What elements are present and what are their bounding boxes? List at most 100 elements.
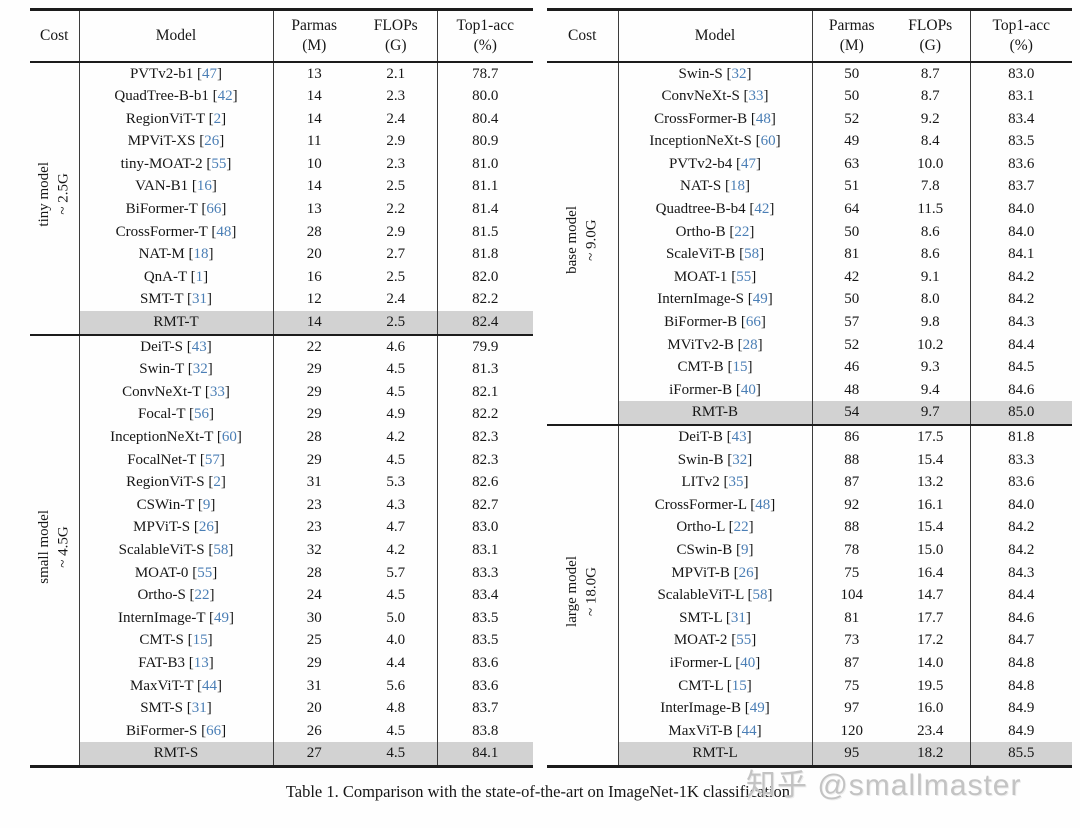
citation-number[interactable]: 18 (729, 178, 745, 195)
citation-number[interactable]: 49 (752, 291, 768, 308)
citation-link[interactable]: [32] (183, 361, 213, 378)
citation-link[interactable]: [9] (194, 496, 216, 513)
citation-link[interactable]: [49] (741, 700, 770, 717)
citation-link[interactable]: [28] (733, 336, 763, 353)
citation-link[interactable]: [58] (204, 541, 234, 558)
citation-number[interactable]: 15 (732, 359, 748, 376)
citation-number[interactable]: 9 (202, 496, 211, 513)
citation-link[interactable]: [22] (724, 519, 754, 536)
citation-number[interactable]: 58 (752, 587, 768, 604)
citation-link[interactable]: [66] (197, 201, 227, 218)
citation-number[interactable]: 48 (216, 223, 232, 240)
citation-number[interactable]: 56 (193, 406, 209, 423)
citation-number[interactable]: 32 (732, 451, 748, 468)
citation-number[interactable]: 31 (191, 700, 207, 717)
citation-number[interactable]: 15 (192, 632, 208, 649)
citation-link[interactable]: [44] (193, 677, 223, 694)
citation-number[interactable]: 66 (206, 201, 222, 218)
citation-link[interactable]: [49] (743, 291, 773, 308)
citation-number[interactable]: 55 (736, 632, 752, 649)
citation-link[interactable]: [15] (723, 359, 753, 376)
citation-link[interactable]: [55] (188, 564, 218, 581)
citation-number[interactable]: 40 (740, 654, 756, 671)
citation-link[interactable]: [31] (183, 700, 212, 717)
citation-number[interactable]: 33 (748, 88, 764, 105)
citation-number[interactable]: 55 (736, 268, 752, 285)
citation-link[interactable]: [33] (739, 88, 769, 105)
citation-link[interactable]: [40] (731, 654, 761, 671)
citation-link[interactable]: [47] (193, 65, 223, 82)
citation-link[interactable]: [15] (722, 677, 752, 694)
citation-number[interactable]: 28 (742, 336, 758, 353)
citation-number[interactable]: 22 (734, 223, 750, 240)
citation-number[interactable]: 2 (213, 110, 222, 127)
citation-number[interactable]: 13 (193, 654, 209, 671)
citation-number[interactable]: 47 (202, 65, 218, 82)
citation-number[interactable]: 35 (728, 474, 744, 491)
citation-link[interactable]: [2] (204, 110, 227, 127)
citation-link[interactable]: [15] (183, 632, 213, 649)
citation-link[interactable]: [18] (721, 178, 750, 195)
citation-number[interactable]: 44 (202, 677, 218, 694)
citation-number[interactable]: 42 (217, 88, 233, 105)
citation-link[interactable]: [16] (188, 178, 217, 195)
citation-number[interactable]: 48 (755, 110, 771, 127)
citation-link[interactable]: [58] (735, 246, 765, 263)
citation-link[interactable]: [43] (722, 429, 752, 445)
citation-link[interactable]: [60] (213, 429, 242, 445)
citation-link[interactable]: [44] (732, 722, 762, 739)
citation-link[interactable]: [66] (737, 314, 766, 331)
citation-link[interactable]: [33] (201, 383, 230, 400)
citation-number[interactable]: 32 (731, 65, 747, 82)
citation-link[interactable]: [49] (205, 609, 234, 626)
citation-link[interactable]: [22] (185, 587, 215, 604)
citation-link[interactable]: [2] (204, 474, 226, 491)
citation-link[interactable]: [26] (729, 564, 759, 581)
citation-link[interactable]: [42] (208, 88, 238, 105)
citation-link[interactable]: [13] (184, 654, 214, 671)
citation-link[interactable]: [9] (732, 541, 754, 558)
citation-link[interactable]: [66] (197, 722, 227, 739)
citation-number[interactable]: 15 (731, 677, 747, 694)
citation-number[interactable]: 58 (744, 246, 760, 263)
citation-link[interactable]: [18] (184, 246, 214, 263)
citation-number[interactable]: 60 (221, 429, 237, 445)
citation-link[interactable]: [42] (745, 201, 775, 218)
citation-link[interactable]: [58] (743, 587, 773, 604)
citation-number[interactable]: 42 (754, 201, 770, 218)
citation-link[interactable]: [48] (747, 110, 776, 127)
citation-number[interactable]: 1 (195, 268, 204, 285)
citation-link[interactable]: [31] (722, 609, 751, 626)
citation-number[interactable]: 2 (213, 474, 221, 491)
citation-link[interactable]: [1] (186, 268, 209, 285)
citation-number[interactable]: 66 (206, 722, 222, 739)
citation-link[interactable]: [43] (183, 338, 212, 355)
citation-number[interactable]: 22 (733, 519, 749, 536)
citation-link[interactable]: [60] (751, 133, 781, 150)
citation-link[interactable]: [48] (207, 223, 237, 240)
citation-number[interactable]: 49 (213, 609, 229, 626)
citation-number[interactable]: 43 (731, 429, 747, 445)
citation-number[interactable]: 16 (196, 178, 212, 195)
citation-link[interactable]: [48] (746, 496, 776, 513)
citation-number[interactable]: 48 (755, 496, 771, 513)
citation-number[interactable]: 55 (197, 564, 213, 581)
citation-number[interactable]: 26 (198, 519, 214, 536)
citation-number[interactable]: 18 (193, 246, 209, 263)
citation-link[interactable]: [55] (727, 268, 757, 285)
citation-number[interactable]: 26 (204, 133, 220, 150)
citation-number[interactable]: 31 (192, 291, 208, 308)
citation-link[interactable]: [55] (202, 155, 232, 172)
citation-number[interactable]: 60 (760, 133, 776, 150)
citation-link[interactable]: [32] (722, 65, 752, 82)
citation-number[interactable]: 40 (740, 381, 756, 398)
citation-link[interactable]: [35] (719, 474, 749, 491)
citation-number[interactable]: 31 (730, 609, 746, 626)
citation-link[interactable]: [26] (190, 519, 219, 536)
citation-link[interactable]: [26] (195, 133, 225, 150)
citation-link[interactable]: [40] (732, 381, 761, 398)
citation-number[interactable]: 9 (741, 541, 749, 558)
citation-link[interactable]: [32] (723, 451, 753, 468)
citation-link[interactable]: [56] (185, 406, 214, 423)
citation-link[interactable]: [55] (727, 632, 757, 649)
